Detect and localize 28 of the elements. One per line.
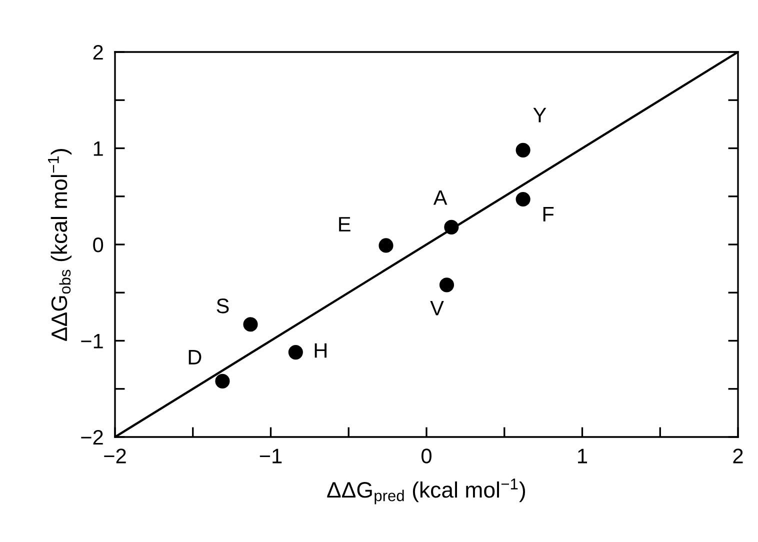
y-tick-label: 1	[94, 141, 103, 156]
x-tick-label: 2	[733, 448, 743, 464]
y-tick-label: −2	[81, 430, 103, 445]
data-label: S	[216, 298, 229, 314]
x-tick-label: 1	[578, 448, 588, 464]
x-tick-label: −2	[104, 448, 126, 464]
point	[288, 345, 303, 360]
point	[439, 278, 454, 292]
point	[444, 220, 459, 234]
y-tick-label: 2	[93, 45, 103, 60]
point	[516, 142, 530, 158]
x-tick-label: 0	[422, 448, 432, 464]
y-axis-title: ΔΔG$_{obs}$ (kcal mol$^{−1}$)	[48, 149, 72, 341]
data-label: D	[188, 350, 202, 364]
data-label: H	[314, 343, 326, 358]
data-label: F	[543, 206, 554, 222]
x-tick-label: −1	[260, 448, 282, 464]
x-axis-title: ΔΔG$_{pred}$ (kcal mol$^{−1}$)	[327, 478, 526, 504]
point	[215, 374, 230, 388]
data-label: A	[433, 190, 448, 205]
data-label: E	[339, 217, 350, 232]
data-label: V	[430, 300, 444, 316]
point	[516, 192, 530, 207]
point	[243, 317, 258, 332]
y-tick-label: −1	[81, 334, 103, 348]
data-label: Y	[533, 108, 546, 122]
y-tick-label: 0	[93, 238, 104, 252]
point	[378, 238, 394, 253]
